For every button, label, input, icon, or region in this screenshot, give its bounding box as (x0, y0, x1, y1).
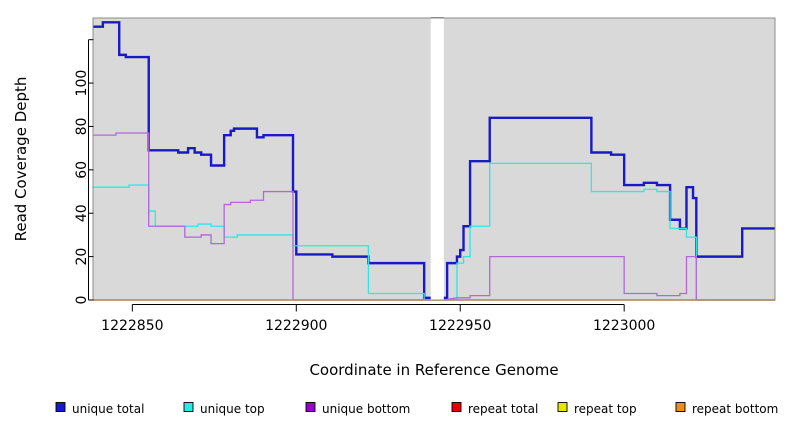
coverage-gap-region (430, 18, 444, 300)
y-tick-label: 40 (74, 204, 90, 222)
legend-label[interactable]: unique total (72, 402, 144, 416)
legend-label[interactable]: unique top (200, 402, 265, 416)
x-tick-label: 1222900 (265, 318, 327, 334)
x-tick-label: 1222950 (429, 318, 491, 334)
x-axis-title: Coordinate in Reference Genome (309, 361, 558, 379)
y-tick-label: 80 (74, 118, 90, 136)
series-line-unique-total (93, 21, 775, 300)
y-tick-label: 60 (74, 161, 90, 179)
legend-swatch[interactable] (55, 402, 66, 412)
x-tick-label: 1223000 (593, 318, 655, 334)
legend-label[interactable]: unique bottom (322, 402, 410, 416)
plot-area-border (92, 17, 776, 301)
x-tick-label: 1222850 (101, 318, 163, 334)
legend-swatch[interactable] (557, 402, 568, 412)
legend-label[interactable]: repeat bottom (692, 402, 778, 416)
legend-swatch[interactable] (305, 402, 316, 412)
legend-label[interactable]: repeat top (574, 402, 637, 416)
y-tick-label: 0 (74, 296, 90, 305)
series-line-unique-bottom (93, 132, 775, 301)
y-tick-label: 20 (74, 248, 90, 266)
legend-swatch[interactable] (675, 402, 686, 412)
chart-legend: unique total unique top unique bottom repea… (55, 402, 778, 416)
y-tick-label: 100 (74, 70, 90, 97)
legend-label[interactable]: repeat total (468, 402, 538, 416)
y-axis: 0 20 40 60 80 100 (74, 39, 94, 305)
legend-swatch[interactable] (451, 402, 462, 412)
x-axis: 1222850 1222900 1222950 1223000 (101, 304, 655, 334)
legend-swatch[interactable] (183, 402, 194, 412)
y-axis-title: Read Coverage Depth (12, 77, 30, 242)
